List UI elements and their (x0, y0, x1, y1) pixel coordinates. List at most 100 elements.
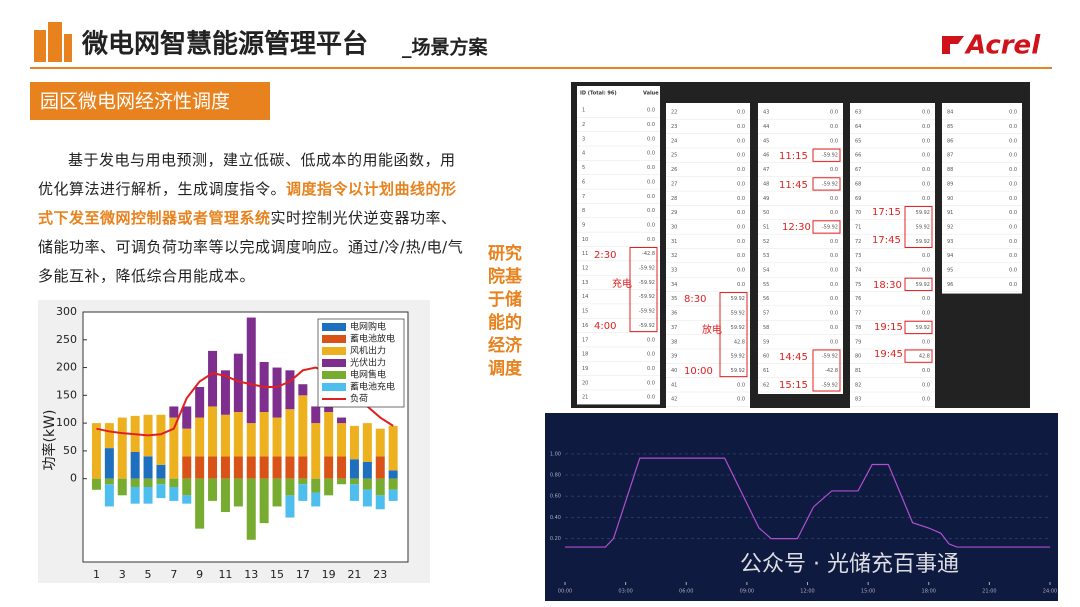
cell-id: 24 (671, 138, 677, 144)
annotation: 17:45 (872, 235, 901, 246)
section-box (30, 82, 270, 120)
legend-swatch (322, 323, 346, 331)
bar-segment (220, 456, 230, 479)
x-tick-label: 9 (196, 568, 203, 581)
bar-segment (349, 478, 359, 485)
cell-id: 82 (855, 382, 861, 388)
annotation: 18:30 (873, 280, 902, 291)
cell-value: 0.0 (922, 368, 930, 374)
annotation: 放电 (702, 323, 722, 336)
bar-segment (285, 456, 295, 479)
cell-id: 69 (855, 196, 861, 202)
cell-id: 37 (671, 325, 677, 331)
legend-label: 电网购电 (350, 321, 386, 333)
cell-value: 0.0 (647, 208, 655, 214)
bar-segment (349, 425, 359, 460)
bar-segment (156, 414, 166, 465)
table-panel (577, 86, 660, 404)
bar-segment (272, 417, 282, 457)
bar-segment (337, 456, 347, 479)
x-tick-label: 18:00 (922, 589, 936, 595)
cell-id: 15 (582, 309, 588, 315)
y-tick-label: 300 (56, 305, 77, 318)
bar-segment (220, 370, 230, 415)
annotation: 8:30 (684, 294, 706, 305)
cell-value: -42.8 (642, 251, 655, 257)
highlight: 调度指令以计划曲线的形式下发至微网控制器或者管理系统 (38, 180, 457, 227)
bar-segment (182, 428, 192, 457)
cell-id: 42 (671, 397, 677, 403)
bar-segment (233, 456, 243, 479)
cell-id: 83 (855, 397, 861, 403)
cell-value: 0.0 (1009, 167, 1017, 173)
bar-segment (195, 456, 205, 479)
bar-segment (195, 417, 205, 457)
cell-id: 58 (763, 325, 769, 331)
cell-value: 42.8 (919, 354, 930, 360)
cell-id: 23 (671, 124, 677, 130)
cell-value: 0.0 (647, 136, 655, 142)
bar-segment (104, 478, 114, 485)
bar-segment (298, 384, 308, 396)
y-tick-label: 0.40 (550, 515, 561, 521)
cell-id: 16 (582, 323, 588, 329)
annotation: 充电 (612, 277, 632, 290)
cell-id: 59 (763, 339, 769, 345)
cell-value: 0.0 (1009, 124, 1017, 130)
cell-value: 0.0 (922, 311, 930, 317)
cell-value: 0.0 (922, 181, 930, 187)
cell-value: -59.92 (822, 181, 838, 187)
text: 基于发电与用电预测，建立低碳、低成本的用能函数，用优化算法进行解析，生成调度指令… (38, 151, 456, 198)
cell-id: 78 (855, 325, 861, 331)
cell-id: 79 (855, 339, 861, 345)
cell-id: 66 (855, 153, 861, 159)
bar-segment (208, 478, 218, 501)
x-tick-label: 11 (218, 568, 232, 581)
bar-segment (91, 423, 101, 479)
cell-id: 22 (671, 110, 677, 116)
cell-id: 12 (582, 266, 588, 272)
legend-label: 风机出力 (350, 345, 386, 357)
cell-value: 59.92 (916, 282, 930, 288)
y-axis-label: 功率(kW) (41, 410, 58, 471)
bar-segment (388, 489, 398, 501)
cell-id: 35 (671, 296, 677, 302)
cell-value: 0.0 (647, 237, 655, 243)
bar-segment (182, 495, 192, 504)
bar-segment (246, 456, 256, 479)
highlight-box (812, 177, 841, 191)
bar-segment (272, 456, 282, 479)
cell-id: 44 (763, 124, 769, 130)
cell-value: 0.0 (830, 124, 838, 130)
table-panel (942, 103, 1022, 294)
cell-value: 0.0 (1009, 196, 1017, 202)
cell-id: 90 (947, 196, 953, 202)
cell-id: 94 (947, 253, 953, 259)
bar-segment (298, 484, 308, 501)
cell-value: 0.0 (737, 138, 745, 144)
cell-value: 59.92 (731, 325, 745, 331)
cell-id: 71 (855, 224, 861, 230)
bar-segment (246, 423, 256, 457)
cell-id: 40 (671, 368, 677, 374)
bar-segment (259, 456, 269, 479)
cell-id: 18 (582, 352, 588, 358)
cell-id: 89 (947, 181, 953, 187)
cell-value: 0.0 (922, 167, 930, 173)
annotation: 2:30 (594, 250, 616, 261)
cell-value: 0.0 (830, 282, 838, 288)
cell-value: 0.0 (1009, 181, 1017, 187)
x-tick-label: 21:00 (982, 589, 996, 595)
bar-segment (362, 489, 372, 507)
cell-value: 0.0 (647, 108, 655, 114)
cell-id: 36 (671, 311, 677, 317)
bar-segment (285, 478, 295, 496)
y-tick-label: 0.80 (550, 473, 561, 479)
x-tick-label: 23 (373, 568, 387, 581)
bar-segment (246, 317, 256, 424)
cell-id: 6 (582, 179, 585, 185)
bar-segment (156, 464, 166, 479)
cell-value: -59.92 (639, 323, 655, 329)
y-tick-label: 50 (63, 444, 77, 457)
